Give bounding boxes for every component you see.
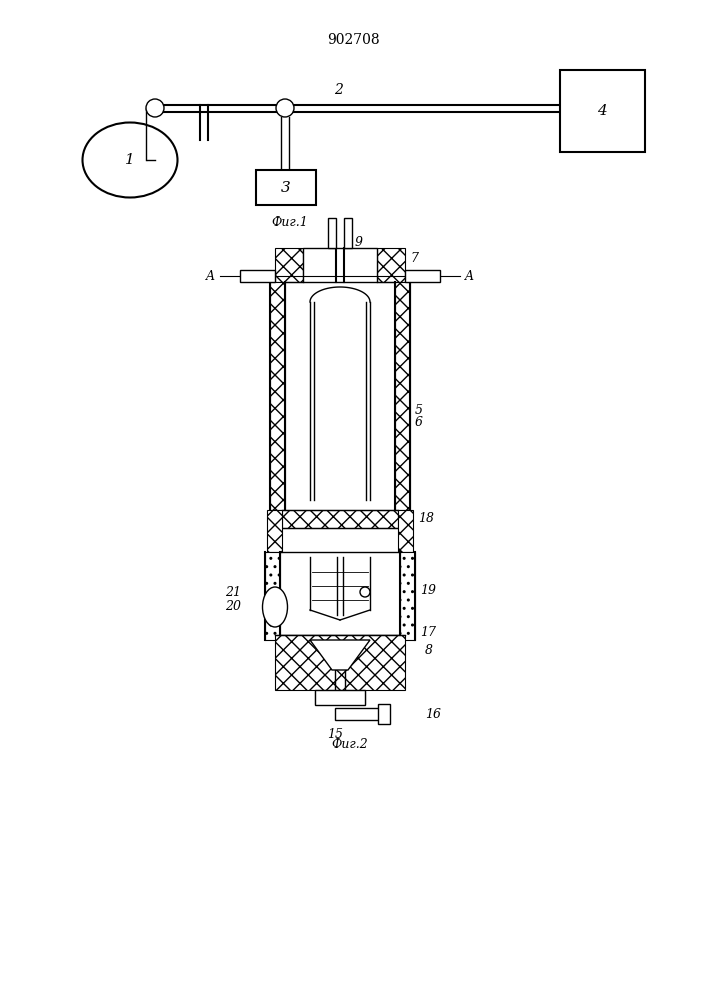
- Bar: [256, 170, 316, 205]
- Bar: [275, 635, 405, 690]
- Bar: [335, 708, 380, 720]
- Ellipse shape: [262, 587, 288, 627]
- Bar: [400, 552, 415, 640]
- Text: 21: 21: [225, 585, 241, 598]
- Bar: [395, 282, 410, 510]
- Bar: [270, 282, 285, 510]
- Bar: [267, 510, 282, 552]
- Bar: [378, 704, 390, 724]
- Text: Фиг.2: Фиг.2: [332, 738, 368, 752]
- Text: 2: 2: [334, 83, 342, 97]
- Text: 5: 5: [415, 403, 423, 416]
- Bar: [240, 270, 275, 282]
- Text: 19: 19: [420, 584, 436, 596]
- Bar: [398, 510, 413, 552]
- Text: 18: 18: [418, 512, 434, 526]
- Text: A: A: [465, 269, 474, 282]
- Polygon shape: [310, 640, 370, 670]
- Text: 15: 15: [327, 728, 343, 742]
- Bar: [303, 248, 377, 282]
- Text: 8: 8: [425, 644, 433, 656]
- Text: 3: 3: [281, 181, 291, 195]
- Text: 7: 7: [410, 251, 418, 264]
- Circle shape: [276, 99, 294, 117]
- Text: 6: 6: [415, 416, 423, 428]
- Bar: [426, 271, 438, 281]
- Text: ~: ~: [380, 709, 389, 719]
- Bar: [282, 510, 398, 528]
- Text: 16: 16: [425, 708, 441, 720]
- Bar: [405, 270, 440, 282]
- Bar: [315, 691, 365, 704]
- Bar: [315, 690, 365, 705]
- Text: 4: 4: [597, 104, 607, 118]
- Bar: [328, 218, 336, 248]
- Bar: [344, 218, 352, 248]
- Bar: [377, 248, 405, 282]
- Text: 9: 9: [355, 235, 363, 248]
- Bar: [560, 70, 645, 152]
- Bar: [242, 271, 254, 281]
- Bar: [275, 248, 303, 282]
- Circle shape: [146, 99, 164, 117]
- Text: 902708: 902708: [327, 33, 380, 47]
- Text: A: A: [206, 269, 215, 282]
- Text: 17: 17: [420, 626, 436, 639]
- Text: 20: 20: [225, 600, 241, 613]
- Ellipse shape: [83, 122, 177, 198]
- Bar: [265, 552, 280, 640]
- Circle shape: [360, 587, 370, 597]
- Text: 1: 1: [125, 153, 135, 167]
- Text: Фиг.1: Фиг.1: [271, 216, 308, 229]
